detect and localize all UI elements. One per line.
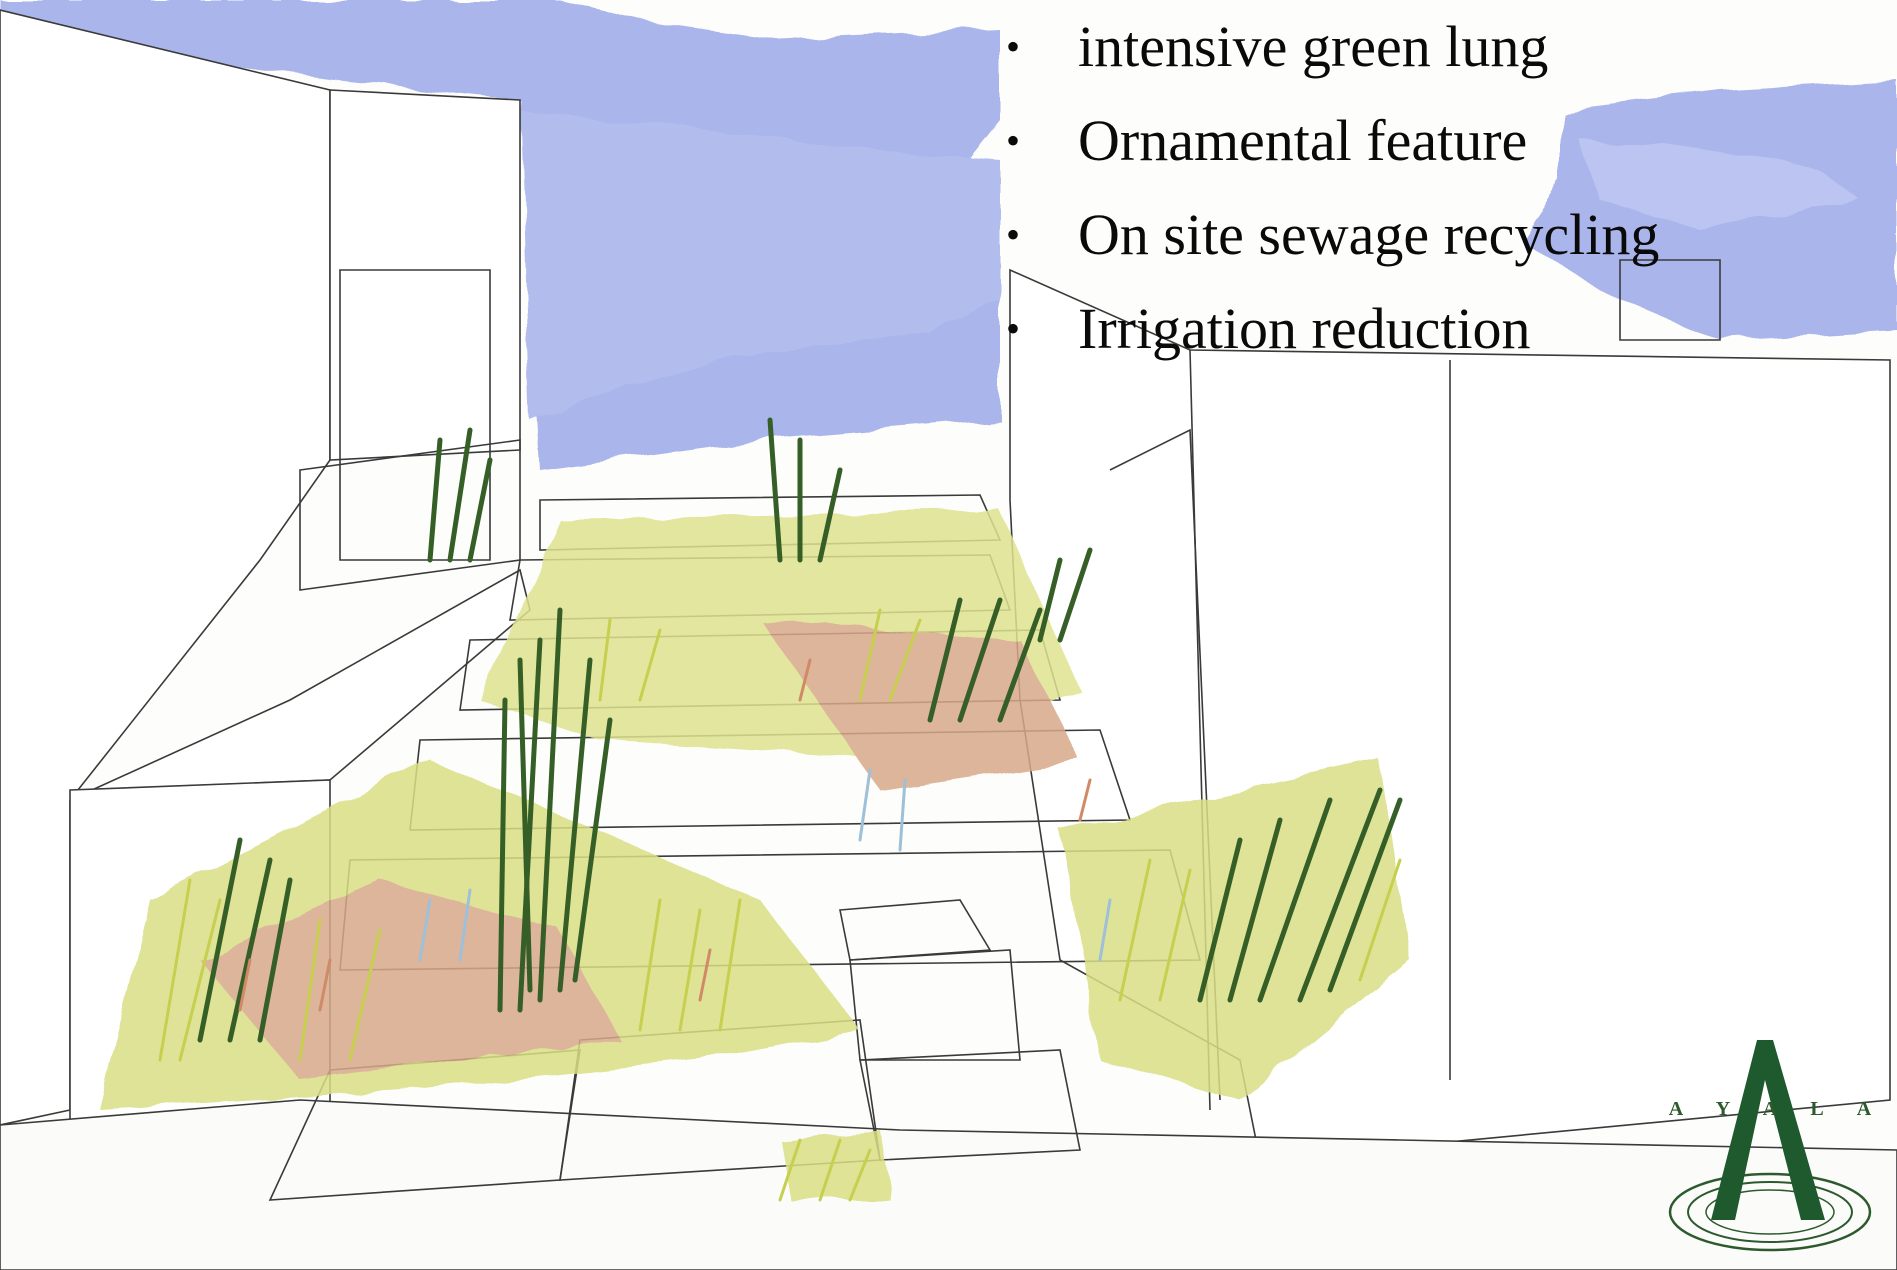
bullet-item: • Irrigation reduction — [1000, 290, 1659, 384]
ayala-logo: A Y A L A — [1655, 1040, 1885, 1255]
logo-letter: A — [1762, 1098, 1778, 1120]
logo-letters: A Y A L A — [1655, 1098, 1885, 1121]
logo-letter: L — [1810, 1098, 1824, 1120]
bullet-text: On site sewage recycling — [1078, 202, 1660, 267]
bullet-icon: • — [1006, 212, 1021, 257]
bullet-text: Ornamental feature — [1078, 108, 1528, 173]
logo-mark-icon — [1668, 1040, 1872, 1252]
bullet-list: • intensive green lung • Ornamental feat… — [1000, 8, 1659, 384]
bullet-icon: • — [1006, 118, 1021, 163]
grass-strokes — [158, 417, 1403, 1202]
bullet-icon: • — [1006, 306, 1021, 351]
bullet-icon: • — [1006, 24, 1021, 69]
logo-letter: Y — [1715, 1098, 1731, 1120]
bullet-item: • On site sewage recycling — [1000, 196, 1659, 290]
logo-letter: A — [1856, 1098, 1872, 1120]
bullet-text: intensive green lung — [1078, 14, 1549, 79]
logo-letter: A — [1668, 1098, 1684, 1120]
bullet-item: • intensive green lung — [1000, 8, 1659, 102]
sky-wash — [0, 0, 1897, 470]
bullet-item: • Ornamental feature — [1000, 102, 1659, 196]
bullet-text: Irrigation reduction — [1078, 296, 1531, 361]
